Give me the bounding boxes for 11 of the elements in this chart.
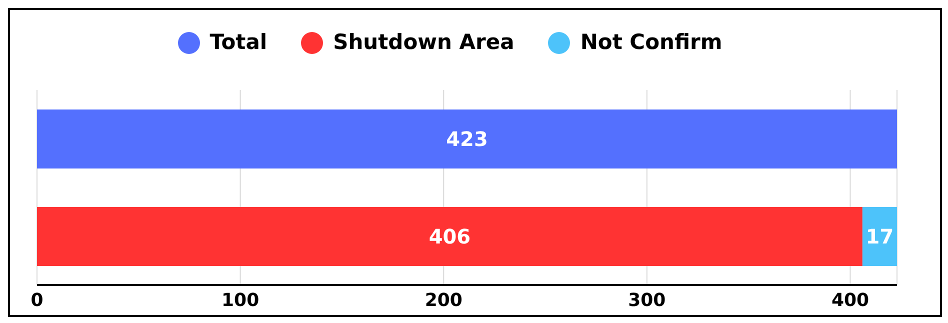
x-tick-label: 400 — [831, 290, 870, 311]
x-tick-label: 0 — [30, 290, 44, 311]
x-tick-label: 300 — [628, 290, 666, 311]
legend-label: Not Confirm — [580, 30, 722, 54]
legend-label: Shutdown Area — [333, 30, 514, 54]
x-tick-label: 100 — [222, 290, 260, 311]
data-label: 406 — [428, 224, 471, 249]
x-tick-label: 200 — [424, 290, 462, 311]
data-label: 17 — [866, 224, 894, 249]
legend-label: Total — [210, 30, 268, 54]
data-label: 423 — [446, 127, 488, 152]
